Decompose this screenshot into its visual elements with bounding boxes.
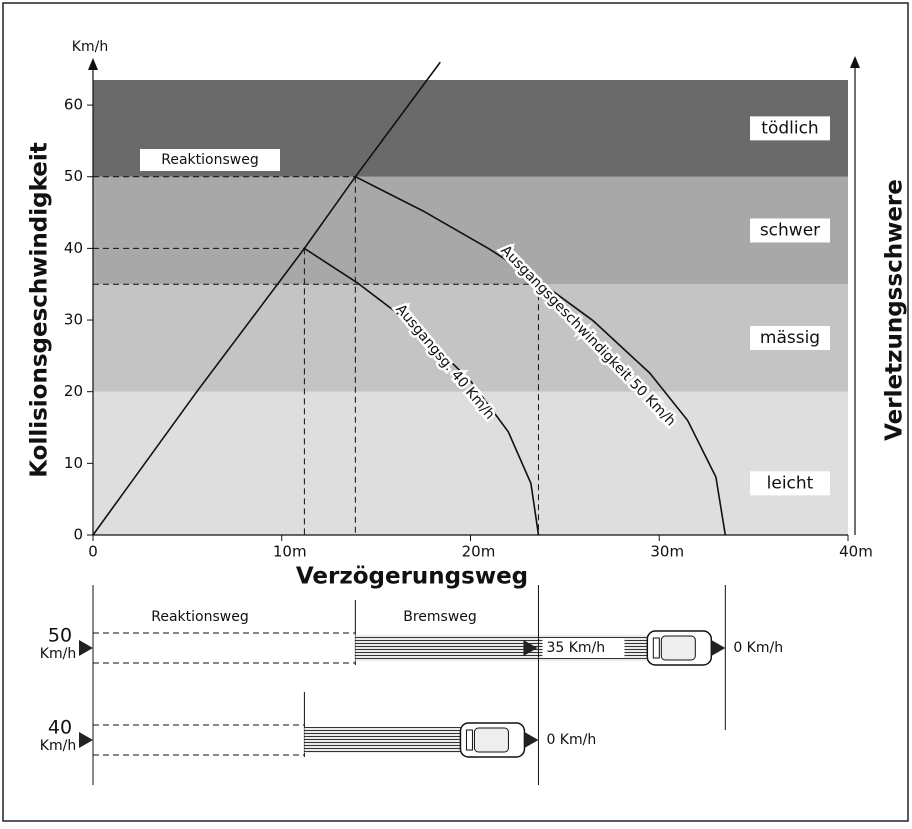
- mid-arrow: [523, 640, 538, 656]
- curve-label: Reaktionsweg: [161, 152, 258, 168]
- start-arrow: [79, 732, 93, 748]
- x-tick-label: 40m: [839, 543, 873, 561]
- start-arrow: [79, 640, 93, 656]
- y-tick-label: 50: [64, 167, 83, 185]
- band-label: leicht: [767, 473, 814, 493]
- speed-value: 40: [48, 717, 72, 739]
- band-label-box: [750, 218, 830, 243]
- y-tick-label: 40: [64, 239, 83, 257]
- curve: [355, 175, 727, 536]
- y-tick-label: 20: [64, 382, 83, 400]
- band-label-box: [750, 325, 830, 350]
- band-label: mässig: [760, 328, 820, 348]
- severity-band: [93, 391, 848, 535]
- severity-band: [93, 284, 848, 392]
- curve: [303, 247, 540, 536]
- car-arrow: [524, 732, 539, 748]
- y-tick-label: 10: [64, 454, 83, 472]
- brake-header: Bremsweg: [403, 609, 477, 625]
- y-arrow: [88, 58, 98, 70]
- x-axis-title: Verzögerungsweg: [296, 564, 528, 590]
- speed-unit: Km/h: [40, 738, 76, 754]
- curve-label-box: [140, 149, 280, 171]
- speed-unit: Km/h: [40, 646, 76, 662]
- band-label-box: [750, 116, 830, 141]
- car-roof: [473, 727, 509, 753]
- severity-band: [93, 176, 848, 285]
- reaction-header: Reaktionsweg: [151, 609, 248, 625]
- car-window: [465, 729, 473, 751]
- y2-arrow: [850, 56, 860, 68]
- x-tick-label: 30m: [650, 543, 684, 561]
- car-roof: [660, 635, 696, 661]
- mid-label: 35 Km/h: [546, 640, 605, 656]
- end-label: 0 Km/h: [546, 732, 596, 748]
- y-tick-label: 60: [64, 96, 83, 114]
- x-tick-label: 0: [88, 543, 98, 561]
- band-label-box: [750, 471, 830, 496]
- x-tick-label: 20m: [462, 543, 496, 561]
- speed-value: 50: [48, 625, 72, 647]
- band-label: tödlich: [761, 118, 818, 138]
- y-unit: Km/h: [72, 39, 108, 55]
- y2-axis-title: Verletzungsschwere: [882, 179, 908, 441]
- brake-bar: [304, 727, 461, 753]
- y-axis-title: Kollisionsgeschwindigkeit: [27, 142, 53, 478]
- mid-label-box: [542, 638, 625, 658]
- band-label: schwer: [760, 220, 820, 240]
- y-tick-label: 0: [73, 526, 83, 544]
- car-arrow: [711, 640, 726, 656]
- end-label: 0 Km/h: [733, 640, 783, 656]
- car-window: [652, 637, 660, 659]
- y-tick-label: 30: [64, 311, 83, 329]
- x-tick-label: 10m: [273, 543, 307, 561]
